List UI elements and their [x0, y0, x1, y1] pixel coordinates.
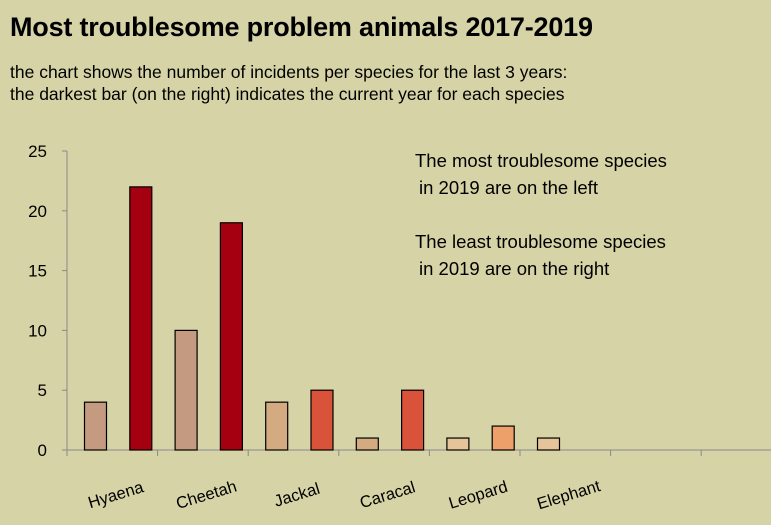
x-category-label: Cheetah: [174, 477, 239, 512]
x-category-label: Leopard: [447, 478, 510, 513]
bar-hyaena: [129, 186, 153, 451]
bar-jackal: [310, 389, 334, 451]
bar-leopard: [491, 425, 515, 451]
annotation-least-line1: The least troublesome species: [415, 231, 666, 252]
bar-caracal: [401, 389, 425, 451]
bar-cheetah: [219, 222, 243, 451]
y-tick-label: 20: [28, 202, 47, 221]
bar-hyaena: [83, 401, 108, 451]
annotation-most-line2: in 2019 are on the left: [419, 177, 598, 198]
chart-title: Most troublesome problem animals 2017-20…: [10, 12, 593, 42]
bar-elephant: [536, 437, 561, 451]
x-category-label: Caracal: [358, 478, 418, 512]
annotation-least-line2: in 2019 are on the right: [419, 258, 610, 279]
bar-jackal: [265, 401, 289, 451]
x-category-label: Elephant: [535, 477, 603, 513]
bar-cheetah: [174, 329, 198, 451]
y-tick-label: 10: [28, 321, 47, 340]
y-tick-label: 25: [28, 142, 47, 161]
y-tick-label: 0: [38, 441, 47, 460]
chart-subtitle-line2: the darkest bar (on the right) indicates…: [10, 84, 565, 104]
bar-leopard: [446, 437, 470, 451]
x-category-label: Jackal: [272, 480, 322, 511]
bar-caracal: [355, 437, 379, 451]
y-tick-label: 5: [38, 381, 47, 400]
x-category-label: Hyaena: [86, 478, 146, 512]
annotation-most-line1: The most troublesome species: [415, 150, 667, 171]
y-tick-label: 15: [28, 262, 47, 281]
chart-subtitle-line1: the chart shows the number of incidents …: [10, 62, 568, 82]
